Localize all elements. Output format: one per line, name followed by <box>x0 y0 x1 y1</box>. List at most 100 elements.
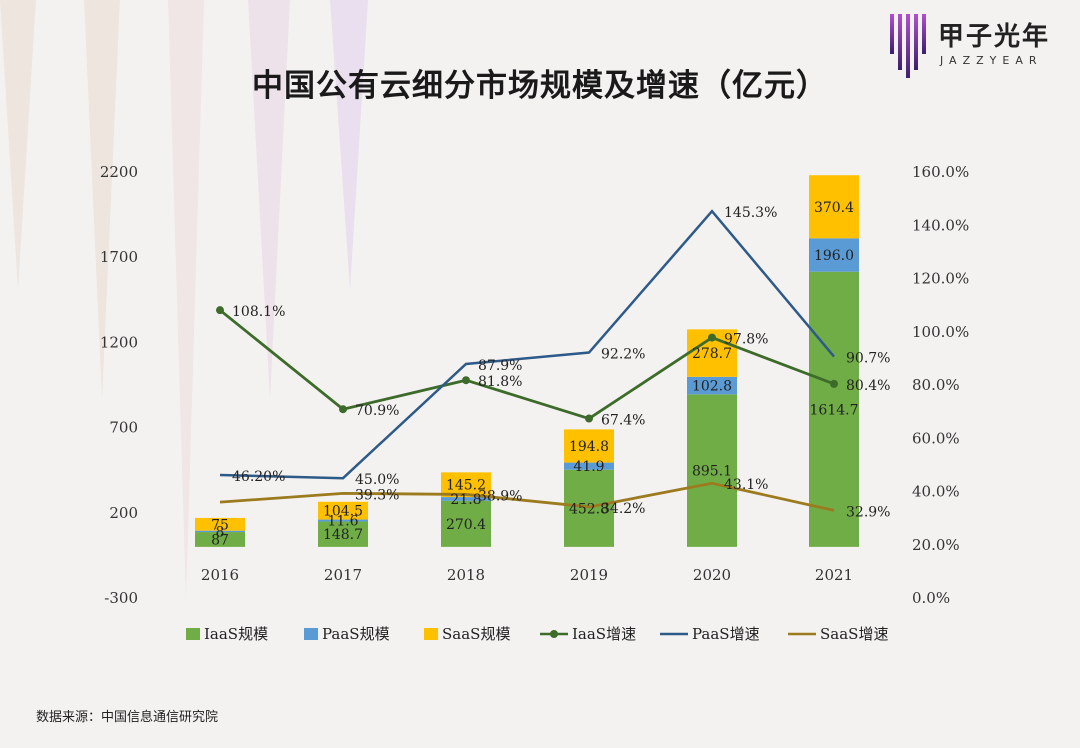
bar-value-label: 895.1 <box>692 464 732 480</box>
line-point-IaaS增速 <box>216 306 224 315</box>
y-left-tick-label: 2200 <box>100 163 138 181</box>
brand-logo-icon <box>890 14 926 78</box>
line-value-label: 81.8% <box>478 374 522 390</box>
bar-value-label: 194.8 <box>569 439 609 455</box>
line-value-label: 145.3% <box>724 205 777 221</box>
line-value-label: 90.7% <box>846 351 890 367</box>
bar-PaaS规模 <box>809 238 859 272</box>
y-right-tick-label: 100.0% <box>912 323 969 341</box>
bar-value-label: 11.6 <box>327 514 358 530</box>
x-tick-label: 2019 <box>570 566 608 584</box>
bar-value-label: 104.5 <box>323 504 363 520</box>
bar-value-label: 1614.7 <box>810 402 859 418</box>
bar-value-label: 196.0 <box>814 248 854 264</box>
bar-IaaS规模 <box>318 521 368 547</box>
y-right-tick-label: 0.0% <box>912 589 950 607</box>
bar-SaaS规模 <box>564 429 614 463</box>
bar-value-label: 75 <box>211 517 229 533</box>
brand-subtitle: JAZZYEAR <box>940 54 1043 67</box>
line-value-label: 87.9% <box>478 358 522 374</box>
line-value-label: 34.2% <box>601 501 645 517</box>
bar-value-label: 148.7 <box>323 527 363 543</box>
bar-IaaS规模 <box>687 394 737 547</box>
legend-marker <box>550 630 558 638</box>
y-right-tick-label: 60.0% <box>912 429 960 447</box>
y-left-tick-label: 1200 <box>100 333 138 351</box>
line-value-label: 97.8% <box>724 332 768 348</box>
line-value-label: 32.9% <box>846 504 890 520</box>
legend-label: PaaS增速 <box>692 625 760 643</box>
legend-swatch <box>424 628 438 640</box>
bar-SaaS规模 <box>809 175 859 239</box>
legend-swatch <box>186 628 200 640</box>
bar-value-label: 8 <box>216 524 225 540</box>
bar-SaaS规模 <box>195 517 245 531</box>
line-IaaS增速 <box>219 309 835 421</box>
y-left-tick-label: 200 <box>109 504 138 522</box>
bar-value-label: 145.2 <box>446 478 486 494</box>
line-value-label: 92.2% <box>601 347 645 363</box>
y-right-tick-label: 140.0% <box>912 216 969 234</box>
x-tick-label: 2017 <box>324 566 362 584</box>
bar-value-label: 41.9 <box>573 459 604 475</box>
y-right-tick-label: 20.0% <box>912 536 960 554</box>
y-right-tick-label: 40.0% <box>912 483 960 501</box>
line-value-label: 67.4% <box>601 413 645 429</box>
bar-value-label: 278.7 <box>692 346 732 362</box>
line-point-IaaS增速 <box>339 405 347 414</box>
y-left-tick-label: 1700 <box>100 248 138 266</box>
bar-value-label: 102.8 <box>692 379 732 395</box>
bar-PaaS规模 <box>318 519 368 522</box>
line-point-IaaS增速 <box>462 376 470 385</box>
bar-PaaS规模 <box>687 376 737 395</box>
y-right-tick-label: 160.0% <box>912 163 969 181</box>
line-point-IaaS增速 <box>708 333 716 342</box>
x-tick-label: 2016 <box>201 566 239 584</box>
legend-label: SaaS规模 <box>442 625 510 643</box>
line-SaaS增速 <box>219 481 835 512</box>
x-axis: 2016 2017 2018 2019 2020 2021 <box>201 566 853 584</box>
bar-value-label: 87 <box>211 532 229 548</box>
line-value-label: 39.3% <box>355 487 399 503</box>
bar-value-label: 21.8 <box>450 492 481 508</box>
bar-series <box>195 175 859 547</box>
bar-PaaS规模 <box>441 497 491 501</box>
brand-name: 甲子光年 <box>938 22 1051 52</box>
y-left-tick-label: -300 <box>104 589 138 607</box>
y-right-tick-label: 120.0% <box>912 270 969 288</box>
line-value-label: 108.1% <box>232 304 285 320</box>
bar-IaaS规模 <box>441 500 491 547</box>
bar-value-label: 270.4 <box>446 517 486 533</box>
line-value-label: 45.0% <box>355 472 399 488</box>
bar-value-label: 452.8 <box>569 501 609 517</box>
line-value-label: 43.1% <box>724 477 768 493</box>
bar-PaaS规模 <box>195 530 245 533</box>
legend: IaaS规模 PaaS规模 SaaS规模 IaaS增速 PaaS增速 SaaS增速 <box>186 625 888 643</box>
line-point-IaaS增速 <box>830 379 838 388</box>
bar-value-label: 370.4 <box>814 200 854 216</box>
line-point-IaaS增速 <box>585 414 593 423</box>
legend-label: PaaS规模 <box>322 625 390 643</box>
legend-swatch <box>304 628 318 640</box>
x-tick-label: 2021 <box>815 566 853 584</box>
line-value-label: 38.9% <box>478 488 522 504</box>
data-source: 数据来源：中国信息通信研究院 <box>36 710 219 725</box>
line-value-label: 46.20% <box>232 469 285 485</box>
line-value-label: 70.9% <box>355 403 399 419</box>
bar-PaaS规模 <box>564 462 614 470</box>
legend-label: IaaS规模 <box>204 625 268 643</box>
y-left-tick-label: 700 <box>109 419 138 437</box>
line-value-label: 80.4% <box>846 378 890 394</box>
x-tick-label: 2020 <box>693 566 731 584</box>
x-tick-label: 2018 <box>447 566 485 584</box>
chart-title: 中国公有云细分市场规模及增速（亿元） <box>252 68 828 104</box>
line-series <box>216 209 838 512</box>
bar-IaaS规模 <box>809 271 859 547</box>
legend-label: SaaS增速 <box>820 625 888 643</box>
brand-logo: 甲子光年 JAZZYEAR <box>888 8 1058 78</box>
line-PaaS增速 <box>219 209 835 480</box>
y-axis-right: 0.0% 20.0% 40.0% 60.0% 80.0% 100.0% 120.0% 140.… <box>912 163 969 607</box>
y-right-tick-label: 80.0% <box>912 376 960 394</box>
